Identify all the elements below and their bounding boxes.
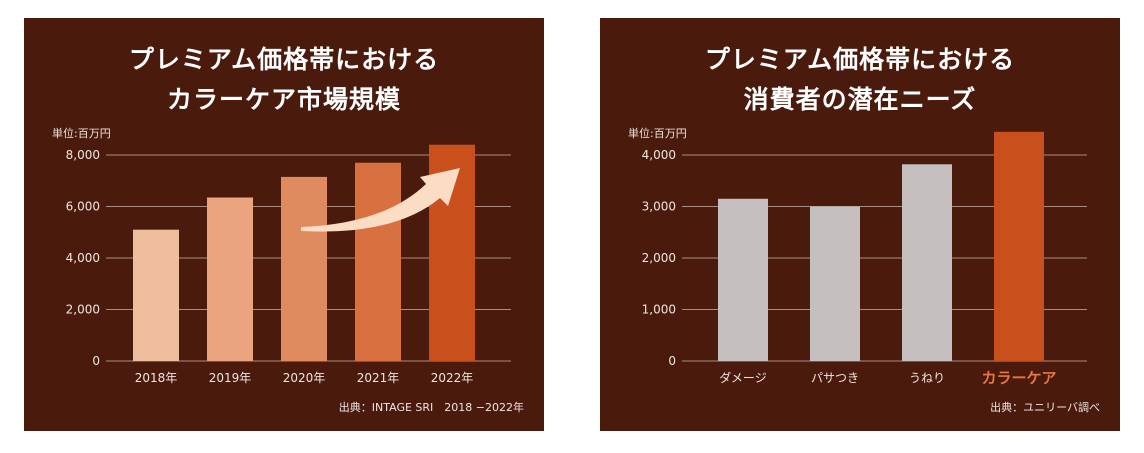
source-note: 出典：ユニリーバ調べ <box>990 400 1100 414</box>
x-tick-label: 2021年 <box>357 371 400 385</box>
y-tick-label: 1,000 <box>642 303 676 317</box>
y-tick-label: 4,000 <box>66 251 100 265</box>
chart-title-line-1: プレミアム価格帯における <box>128 45 440 74</box>
bar <box>133 229 179 361</box>
chart-title-line-1: プレミアム価格帯における <box>704 45 1016 74</box>
bar <box>718 198 768 361</box>
bar <box>355 162 401 361</box>
bar <box>810 206 860 361</box>
y-tick-label: 3,000 <box>642 200 676 214</box>
x-tick-label: パサつき <box>811 371 859 385</box>
source-note: 出典：INTAGE SRI 2018 −2022年 <box>339 400 524 414</box>
x-tick-label: 2020年 <box>283 371 326 385</box>
chart-title-line-2: カラーケア市場規模 <box>166 85 401 114</box>
unit-label: 単位:百万円 <box>52 126 111 140</box>
chart-title-line-2: 消費者の潜在ニーズ <box>743 85 977 114</box>
y-tick-label: 6,000 <box>66 200 100 214</box>
x-tick-label: うねり <box>909 371 945 385</box>
trend-arrow <box>301 168 460 232</box>
consumer-needs-bar-chart: 単位:百万円 0 1,000 2,000 3,000 4,000 ダメージ パサつき うねり カラ… <box>628 126 1100 414</box>
x-tick-label: 2019年 <box>209 371 252 385</box>
chart-panel-consumer-needs: プレミアム価格帯における 消費者の潜在ニーズ 単位:百万円 0 1,000 2,000… <box>600 18 1120 431</box>
y-tick-label: 2,000 <box>642 251 676 265</box>
chart-panel-market-size: プレミアム価格帯における カラーケア市場規模 単位:百万円 0 2,000 4,000… <box>24 18 544 431</box>
x-tick-label: 2018年 <box>135 371 178 385</box>
y-tick-label: 0 <box>92 354 100 368</box>
y-tick-label: 8,000 <box>66 148 100 162</box>
y-tick-label: 0 <box>668 354 676 368</box>
y-tick-label: 2,000 <box>66 303 100 317</box>
y-tick-label: 4,000 <box>642 148 676 162</box>
bar <box>281 176 327 361</box>
chart-title: プレミアム価格帯における カラーケア市場規模 <box>24 40 544 120</box>
chart-title: プレミアム価格帯における 消費者の潜在ニーズ <box>600 40 1120 120</box>
bar <box>902 164 952 361</box>
unit-label: 単位:百万円 <box>628 126 687 140</box>
x-tick-label: 2022年 <box>431 371 474 385</box>
x-tick-label: カラーケア <box>981 369 1056 387</box>
x-tick-label: ダメージ <box>719 370 766 385</box>
bar <box>207 197 253 361</box>
bar <box>994 131 1044 361</box>
market-size-bar-chart: 単位:百万円 0 2,000 4,000 6,000 8,000 2018年 2019年 202… <box>52 126 524 414</box>
